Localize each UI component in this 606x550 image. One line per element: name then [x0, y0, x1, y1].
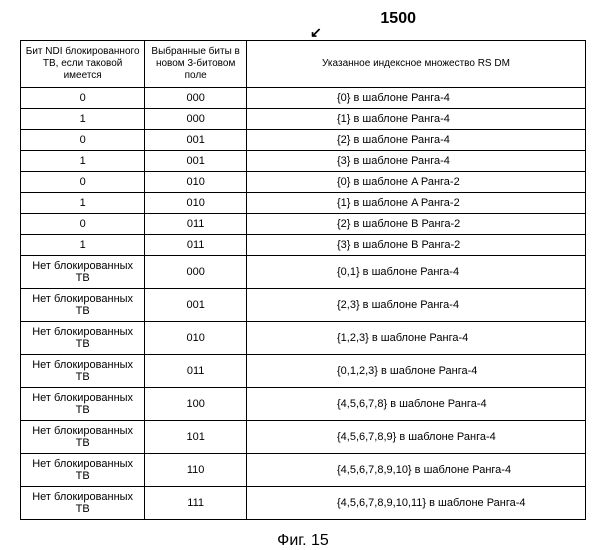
cell-bits: 000 — [145, 109, 247, 130]
table-row: Нет блокированных ТВ101{4,5,6,7,8,9} в ш… — [21, 421, 586, 454]
cell-ndi-bit: 1 — [21, 109, 145, 130]
table-header-row: Бит NDI блокированного ТВ, если таковой … — [21, 41, 586, 88]
cell-index-set: {3} в шаблоне Ранга-4 — [246, 151, 585, 172]
table-row: Нет блокированных ТВ001{2,3} в шаблоне Р… — [21, 289, 586, 322]
cell-bits: 010 — [145, 193, 247, 214]
table-row: 1010{1} в шаблоне A Ранга-2 — [21, 193, 586, 214]
cell-ndi-bit: 0 — [21, 88, 145, 109]
cell-bits: 101 — [145, 421, 247, 454]
cell-bits: 010 — [145, 172, 247, 193]
cell-index-set: {4,5,6,7,8,9,10} в шаблоне Ранга-4 — [246, 454, 585, 487]
cell-bits: 011 — [145, 214, 247, 235]
cell-ndi-bit: Нет блокированных ТВ — [21, 487, 145, 520]
table-row: 1000{1} в шаблоне Ранга-4 — [21, 109, 586, 130]
figure-caption: Фиг. 15 — [20, 532, 586, 550]
table-row: Нет блокированных ТВ011{0,1,2,3} в шабло… — [21, 355, 586, 388]
cell-bits: 000 — [145, 88, 247, 109]
cell-ndi-bit: Нет блокированных ТВ — [21, 322, 145, 355]
cell-index-set: {2,3} в шаблоне Ранга-4 — [246, 289, 585, 322]
cell-ndi-bit: Нет блокированных ТВ — [21, 355, 145, 388]
table-row: Нет блокированных ТВ110{4,5,6,7,8,9,10} … — [21, 454, 586, 487]
figure-number: 1500 — [380, 10, 416, 28]
table-row: 1001{3} в шаблоне Ранга-4 — [21, 151, 586, 172]
cell-index-set: {2} в шаблоне B Ранга-2 — [246, 214, 585, 235]
cell-bits: 001 — [145, 289, 247, 322]
table-row: 1011{3} в шаблоне B Ранга-2 — [21, 235, 586, 256]
cell-index-set: {4,5,6,7,8} в шаблоне Ранга-4 — [246, 388, 585, 421]
cell-bits: 111 — [145, 487, 247, 520]
cell-index-set: {4,5,6,7,8,9} в шаблоне Ранга-4 — [246, 421, 585, 454]
cell-bits: 100 — [145, 388, 247, 421]
cell-index-set: {1,2,3} в шаблоне Ранга-4 — [246, 322, 585, 355]
cell-bits: 110 — [145, 454, 247, 487]
table-row: 0010{0} в шаблоне A Ранга-2 — [21, 172, 586, 193]
cell-index-set: {3} в шаблоне B Ранга-2 — [246, 235, 585, 256]
cell-ndi-bit: Нет блокированных ТВ — [21, 289, 145, 322]
cell-ndi-bit: 1 — [21, 193, 145, 214]
cell-index-set: {0,1} в шаблоне Ранга-4 — [246, 256, 585, 289]
header-col1: Бит NDI блокированного ТВ, если таковой … — [21, 41, 145, 88]
table-row: Нет блокированных ТВ100{4,5,6,7,8} в шаб… — [21, 388, 586, 421]
table-row: 0001{2} в шаблоне Ранга-4 — [21, 130, 586, 151]
cell-ndi-bit: Нет блокированных ТВ — [21, 256, 145, 289]
cell-ndi-bit: 1 — [21, 151, 145, 172]
table-row: 0011{2} в шаблоне B Ранга-2 — [21, 214, 586, 235]
data-table: Бит NDI блокированного ТВ, если таковой … — [20, 40, 586, 520]
table-row: 0000{0} в шаблоне Ранга-4 — [21, 88, 586, 109]
table-row: Нет блокированных ТВ111{4,5,6,7,8,9,10,1… — [21, 487, 586, 520]
cell-bits: 011 — [145, 235, 247, 256]
cell-ndi-bit: Нет блокированных ТВ — [21, 421, 145, 454]
cell-ndi-bit: 0 — [21, 130, 145, 151]
arrow-icon: ↙ — [310, 24, 322, 41]
header-col3: Указанное индексное множество RS DM — [246, 41, 585, 88]
cell-ndi-bit: 0 — [21, 172, 145, 193]
cell-ndi-bit: 0 — [21, 214, 145, 235]
figure-label-container: 1500 ↙ — [20, 10, 586, 40]
cell-bits: 001 — [145, 130, 247, 151]
cell-bits: 000 — [145, 256, 247, 289]
cell-bits: 011 — [145, 355, 247, 388]
cell-ndi-bit: 1 — [21, 235, 145, 256]
cell-index-set: {4,5,6,7,8,9,10,11} в шаблоне Ранга-4 — [246, 487, 585, 520]
cell-ndi-bit: Нет блокированных ТВ — [21, 388, 145, 421]
header-col2: Выбранные биты в новом 3-битовом поле — [145, 41, 247, 88]
cell-ndi-bit: Нет блокированных ТВ — [21, 454, 145, 487]
table-body: 0000{0} в шаблоне Ранга-41000{1} в шабло… — [21, 88, 586, 520]
table-row: Нет блокированных ТВ010{1,2,3} в шаблоне… — [21, 322, 586, 355]
cell-index-set: {2} в шаблоне Ранга-4 — [246, 130, 585, 151]
cell-index-set: {0} в шаблоне Ранга-4 — [246, 88, 585, 109]
cell-index-set: {1} в шаблоне Ранга-4 — [246, 109, 585, 130]
cell-index-set: {1} в шаблоне A Ранга-2 — [246, 193, 585, 214]
cell-index-set: {0,1,2,3} в шаблоне Ранга-4 — [246, 355, 585, 388]
cell-bits: 010 — [145, 322, 247, 355]
table-row: Нет блокированных ТВ000{0,1} в шаблоне Р… — [21, 256, 586, 289]
cell-bits: 001 — [145, 151, 247, 172]
cell-index-set: {0} в шаблоне A Ранга-2 — [246, 172, 585, 193]
